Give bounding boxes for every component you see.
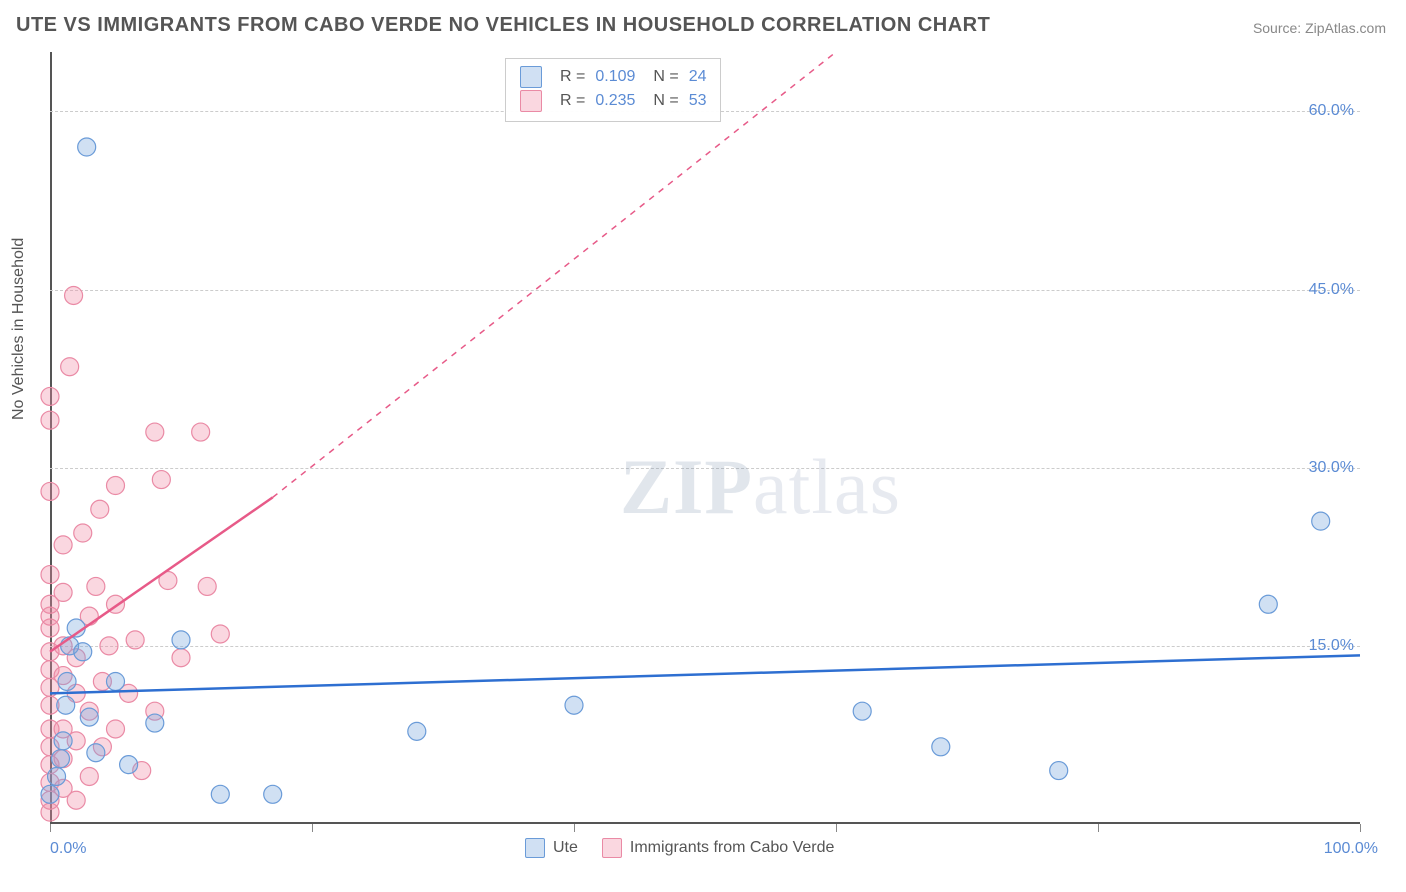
legend-label-ute: Ute (553, 839, 578, 857)
scatter-point (91, 500, 109, 518)
trend-line (50, 655, 1360, 693)
chart-page: UTE VS IMMIGRANTS FROM CABO VERDE NO VEH… (0, 0, 1406, 892)
scatter-point (172, 631, 190, 649)
x-tick (50, 824, 51, 832)
trend-line (50, 497, 273, 651)
scatter-point (107, 720, 125, 738)
scatter-point (264, 785, 282, 803)
swatch-ute (520, 66, 542, 88)
legend-swatch-ute (525, 838, 545, 858)
scatter-point (107, 477, 125, 495)
scatter-point (1312, 512, 1330, 530)
stat-n-label: N = (653, 65, 678, 89)
x-origin-label: 0.0% (50, 840, 86, 858)
series-legend: Ute Immigrants from Cabo Verde (525, 838, 834, 858)
scatter-point (146, 423, 164, 441)
x-tick (312, 824, 313, 832)
scatter-point (80, 708, 98, 726)
scatter-point (74, 524, 92, 542)
scatter-point (74, 643, 92, 661)
scatter-point (87, 744, 105, 762)
scatter-point (41, 566, 59, 584)
scatter-point (78, 138, 96, 156)
stats-row-cabo: R = 0.235 N = 53 (520, 89, 706, 113)
scatter-point (152, 471, 170, 489)
scatter-point (100, 637, 118, 655)
stat-r-label: R = (560, 65, 585, 89)
scatter-point (1050, 762, 1068, 780)
scatter-point (41, 785, 59, 803)
scatter-point (65, 286, 83, 304)
scatter-point (48, 767, 66, 785)
x-tick (1098, 824, 1099, 832)
scatter-point (41, 482, 59, 500)
legend-swatch-cabo (602, 838, 622, 858)
scatter-point (211, 785, 229, 803)
x-max-label: 100.0% (1324, 840, 1378, 858)
stat-r-ute: 0.109 (595, 65, 643, 89)
swatch-cabo (520, 90, 542, 112)
scatter-point (932, 738, 950, 756)
stat-n-cabo: 53 (689, 89, 707, 113)
x-tick (1360, 824, 1361, 832)
x-tick (836, 824, 837, 832)
stats-row-ute: R = 0.109 N = 24 (520, 65, 706, 89)
x-tick (574, 824, 575, 832)
scatter-point (41, 387, 59, 405)
plot-area: 15.0%30.0%45.0%60.0% ZIPatlas R = 0.109 … (50, 52, 1360, 824)
scatter-point (57, 696, 75, 714)
scatter-point (51, 750, 69, 768)
source-attribution: Source: ZipAtlas.com (1253, 20, 1386, 36)
scatter-point (408, 722, 426, 740)
scatter-point (565, 696, 583, 714)
scatter-point (146, 714, 164, 732)
scatter-svg (50, 52, 1360, 824)
scatter-point (126, 631, 144, 649)
stat-r-cabo: 0.235 (595, 89, 643, 113)
y-axis-label: No Vehicles in Household (10, 238, 28, 420)
scatter-point (41, 411, 59, 429)
legend-item-cabo: Immigrants from Cabo Verde (602, 838, 835, 858)
stats-legend-box: R = 0.109 N = 24 R = 0.235 N = 53 (505, 58, 721, 122)
scatter-point (1259, 595, 1277, 613)
scatter-point (61, 358, 79, 376)
stat-n-ute: 24 (689, 65, 707, 89)
scatter-point (172, 649, 190, 667)
scatter-point (67, 791, 85, 809)
scatter-point (54, 732, 72, 750)
scatter-point (120, 756, 138, 774)
scatter-point (54, 536, 72, 554)
scatter-point (853, 702, 871, 720)
scatter-point (192, 423, 210, 441)
scatter-point (58, 672, 76, 690)
scatter-point (80, 767, 98, 785)
scatter-point (107, 672, 125, 690)
legend-label-cabo: Immigrants from Cabo Verde (630, 839, 835, 857)
stat-r-label-2: R = (560, 89, 585, 113)
stat-n-label-2: N = (653, 89, 678, 113)
scatter-point (54, 583, 72, 601)
scatter-point (87, 577, 105, 595)
scatter-point (198, 577, 216, 595)
chart-title: UTE VS IMMIGRANTS FROM CABO VERDE NO VEH… (16, 14, 990, 37)
legend-item-ute: Ute (525, 838, 578, 858)
scatter-point (211, 625, 229, 643)
